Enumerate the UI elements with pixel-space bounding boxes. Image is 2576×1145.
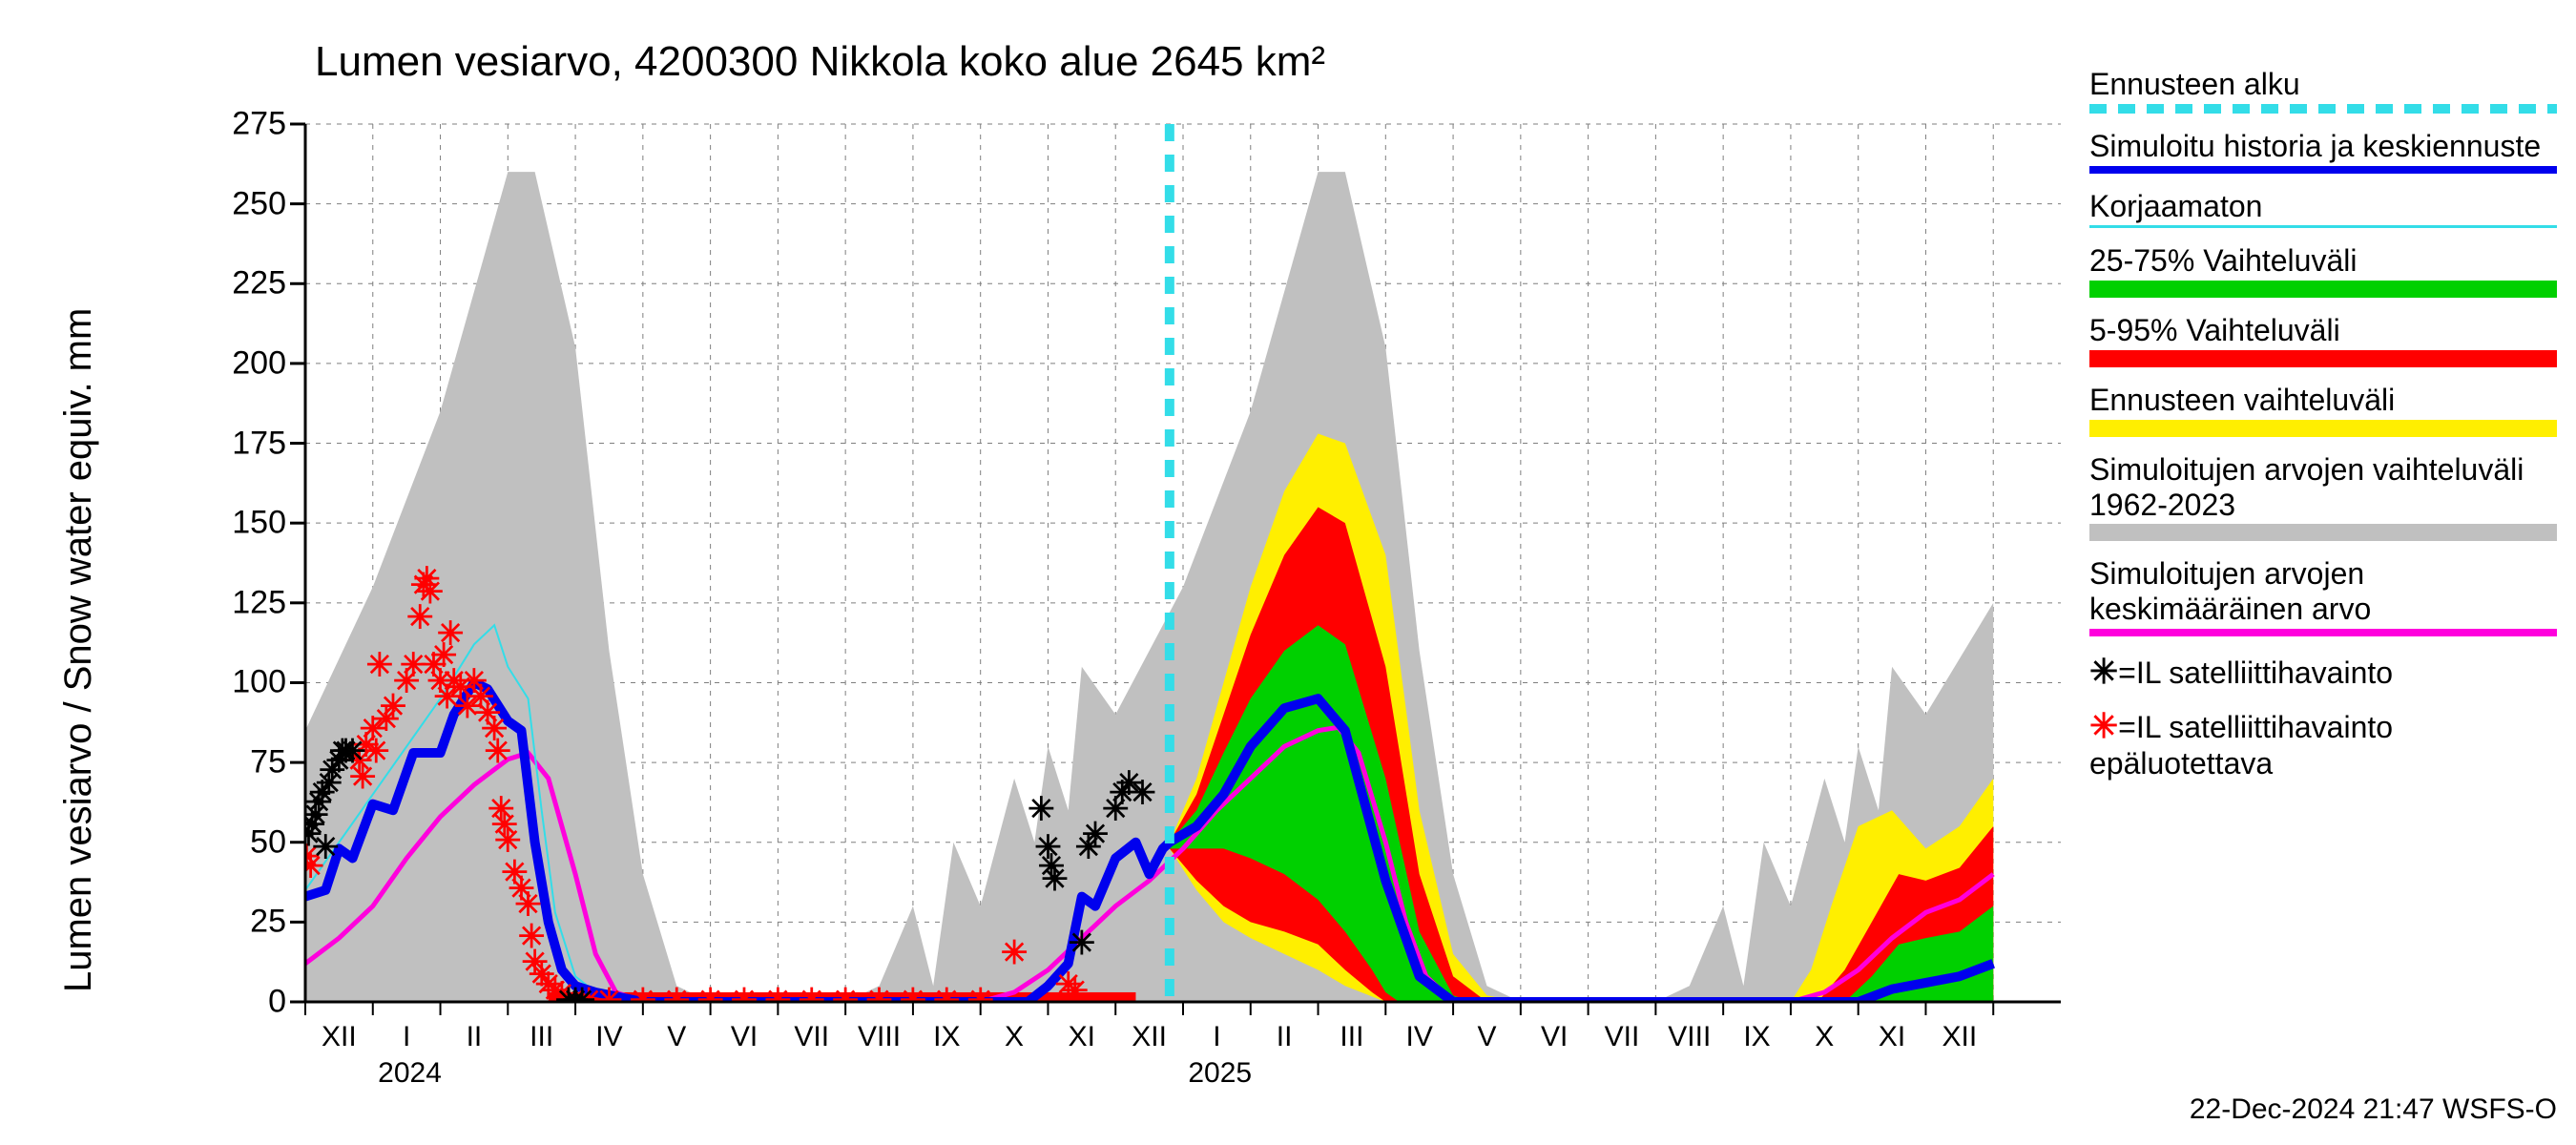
y-tick-label: 175 — [219, 425, 286, 462]
svg-text:✳: ✳ — [1129, 776, 1156, 812]
x-tick-label: VI — [731, 1021, 758, 1053]
x-tick-label: XII — [322, 1021, 357, 1053]
x-tick-label: V — [667, 1021, 686, 1053]
x-tick-label: VIII — [1668, 1021, 1711, 1053]
legend: Ennusteen alku Simuloitu historia ja kesk… — [2089, 67, 2557, 797]
legend-item: ✳=IL satelliittihavainto epäluotettava — [2089, 706, 2557, 781]
x-tick-label: IX — [1743, 1021, 1770, 1053]
legend-item: Korjaamaton — [2089, 189, 2557, 229]
legend-item: Ennusteen alku — [2089, 67, 2557, 114]
legend-swatch — [2089, 350, 2557, 367]
svg-text:✳: ✳ — [1069, 926, 1096, 962]
x-tick-label: I — [403, 1021, 410, 1053]
y-tick-label: 25 — [219, 904, 286, 941]
x-tick-label: VII — [794, 1021, 829, 1053]
svg-text:✳: ✳ — [437, 615, 465, 652]
x-tick-label: XI — [1069, 1021, 1095, 1053]
legend-item: Ennusteen vaihteluväli — [2089, 383, 2557, 437]
x-tick-label: X — [1005, 1021, 1024, 1053]
x-tick-label: X — [1815, 1021, 1834, 1053]
legend-label: 5-95% Vaihteluväli — [2089, 313, 2557, 348]
legend-label: =IL satelliittihavainto — [2118, 656, 2393, 690]
x-tick-label: III — [530, 1021, 553, 1053]
svg-text:✳: ✳ — [1062, 973, 1090, 1010]
legend-item: Simuloitujen arvojen vaihteluväli 1962-2… — [2089, 452, 2557, 542]
x-tick-label: II — [467, 1021, 483, 1053]
svg-text:✳: ✳ — [1001, 935, 1028, 971]
y-tick-label: 0 — [219, 984, 286, 1021]
legend-label: =IL satelliittihavainto epäluotettava — [2089, 710, 2393, 780]
y-tick-label: 75 — [219, 744, 286, 781]
legend-label: Simuloitujen arvojen keskimääräinen arvo — [2089, 556, 2557, 627]
y-tick-label: 50 — [219, 823, 286, 861]
svg-text:✳: ✳ — [312, 829, 340, 865]
x-year-label: 2025 — [1188, 1057, 1252, 1090]
legend-swatch — [2089, 281, 2557, 298]
legend-item: 25-75% Vaihteluväli — [2089, 243, 2557, 298]
legend-swatch — [2089, 225, 2557, 228]
svg-text:✳: ✳ — [339, 734, 366, 770]
x-tick-label: VI — [1541, 1021, 1568, 1053]
y-tick-label: 275 — [219, 106, 286, 143]
x-tick-label: II — [1277, 1021, 1293, 1053]
x-tick-label: V — [1477, 1021, 1496, 1053]
x-tick-label: IV — [1406, 1021, 1433, 1053]
y-tick-label: 250 — [219, 185, 286, 222]
legend-item: ✳=IL satelliittihavainto — [2089, 652, 2557, 691]
x-tick-label: XII — [1132, 1021, 1167, 1053]
svg-text:✳: ✳ — [514, 887, 542, 924]
svg-text:✳: ✳ — [484, 734, 511, 770]
legend-marker-icon: ✳ — [2089, 706, 2118, 745]
svg-text:✳: ✳ — [494, 823, 522, 860]
x-tick-label: XII — [1942, 1021, 1978, 1053]
y-tick-label: 200 — [219, 344, 286, 382]
svg-text:✳: ✳ — [366, 648, 394, 684]
x-tick-label: III — [1340, 1021, 1363, 1053]
legend-label: Simuloitu historia ja keskiennuste — [2089, 129, 2557, 164]
legend-label: Ennusteen vaihteluväli — [2089, 383, 2557, 418]
y-tick-label: 100 — [219, 664, 286, 701]
legend-item: 5-95% Vaihteluväli — [2089, 313, 2557, 367]
legend-swatch — [2089, 104, 2557, 114]
x-tick-label: IV — [595, 1021, 622, 1053]
legend-label: Korjaamaton — [2089, 189, 2557, 224]
x-year-label: 2024 — [378, 1057, 442, 1090]
watermark-timestamp: 22-Dec-2024 21:47 WSFS-O — [2190, 1093, 2557, 1126]
legend-label: 25-75% Vaihteluväli — [2089, 243, 2557, 279]
svg-text:✳: ✳ — [363, 734, 390, 770]
y-tick-label: 225 — [219, 265, 286, 302]
legend-swatch — [2089, 524, 2557, 541]
x-tick-label: XI — [1879, 1021, 1905, 1053]
legend-marker-icon: ✳ — [2089, 652, 2118, 691]
legend-item: Simuloitujen arvojen keskimääräinen arvo — [2089, 556, 2557, 636]
legend-swatch — [2089, 166, 2557, 174]
x-tick-label: VIII — [858, 1021, 901, 1053]
svg-text:✳: ✳ — [1041, 862, 1069, 898]
svg-text:✳: ✳ — [1028, 791, 1055, 827]
x-tick-label: IX — [933, 1021, 960, 1053]
x-tick-label: I — [1213, 1021, 1220, 1053]
legend-swatch — [2089, 629, 2557, 636]
legend-item: Simuloitu historia ja keskiennuste — [2089, 129, 2557, 174]
legend-swatch — [2089, 420, 2557, 437]
y-tick-label: 150 — [219, 505, 286, 542]
chart-container: Lumen vesiarvo, 4200300 Nikkola koko alu… — [0, 0, 2576, 1145]
x-tick-label: VII — [1605, 1021, 1640, 1053]
legend-label: Ennusteen alku — [2089, 67, 2557, 102]
legend-label: Simuloitujen arvojen vaihteluväli 1962-2… — [2089, 452, 2557, 523]
svg-text:✳: ✳ — [417, 574, 445, 611]
y-tick-label: 125 — [219, 584, 286, 621]
